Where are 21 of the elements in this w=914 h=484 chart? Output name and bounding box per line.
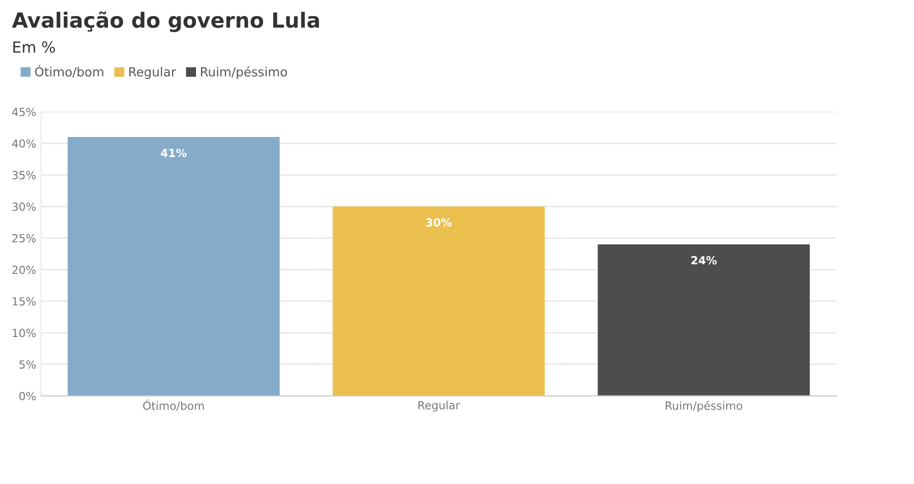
y-tick-label: 15% <box>12 297 36 306</box>
x-tick-label: Ruim/péssimo <box>666 400 742 412</box>
legend-label: Ótimo/bom <box>35 64 104 78</box>
y-tick-label: 25% <box>12 234 36 242</box>
y-tick-label: 0% <box>19 392 36 400</box>
chart-title: Avaliação do governo Lula <box>12 11 319 32</box>
legend-label: Ruim/péssimo <box>201 66 287 79</box>
data-label: 24% <box>691 256 717 264</box>
y-tick-label: 5% <box>20 360 36 369</box>
data-label: 41% <box>160 148 187 158</box>
y-tick-label: 35% <box>12 170 36 180</box>
y-tick-label: 45% <box>12 108 36 116</box>
chart-subtitle: Em % <box>13 41 55 53</box>
y-tick-label: 40% <box>12 139 36 148</box>
legend-label: Regular <box>129 66 176 79</box>
y-tick-label: 20% <box>12 266 36 274</box>
x-tick-label: Regular <box>418 400 460 412</box>
y-tick-label: 30% <box>12 202 36 211</box>
data-label: 30% <box>426 218 452 227</box>
x-tick-label: Ótimo/bom <box>143 399 204 411</box>
y-tick-label: 10% <box>12 328 36 338</box>
